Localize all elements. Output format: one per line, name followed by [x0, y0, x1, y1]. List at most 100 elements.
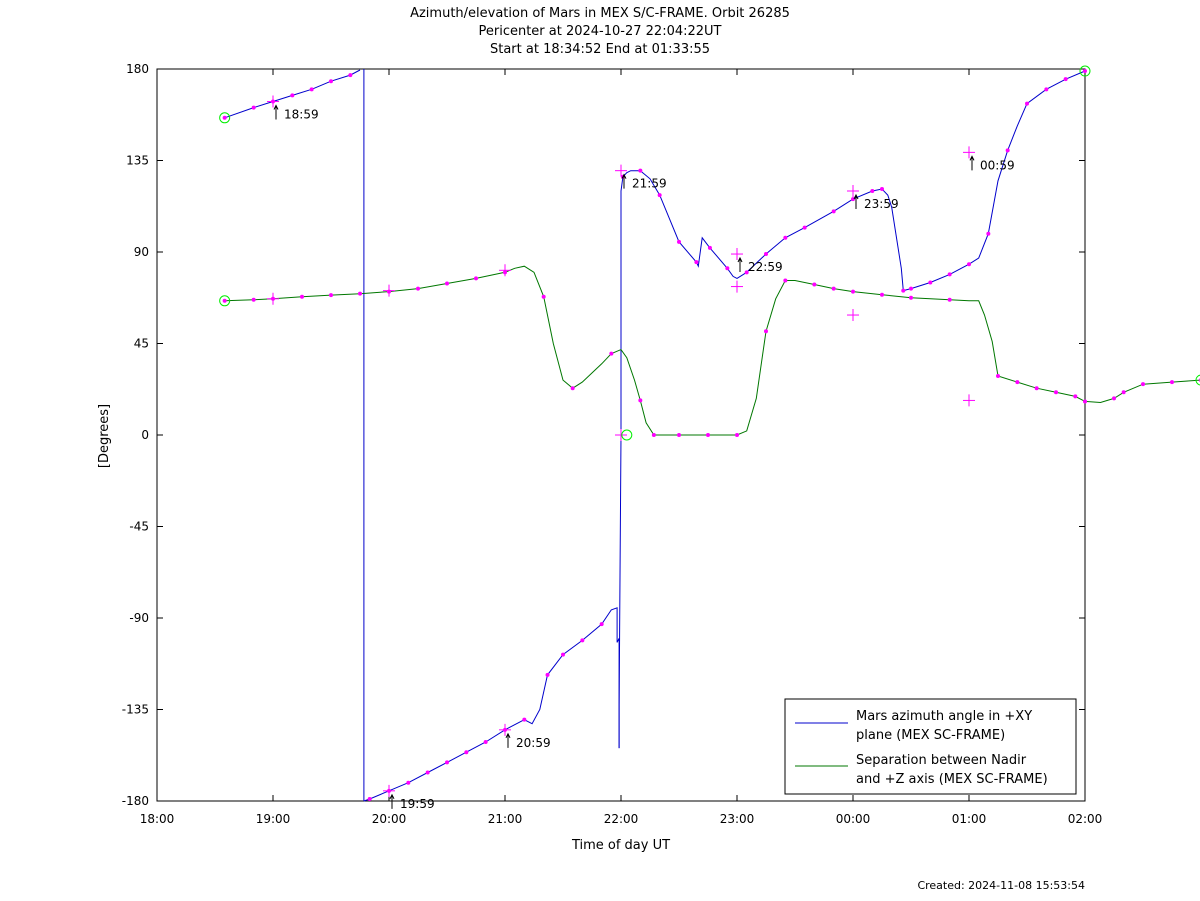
endpoint-circle-marker: [1079, 65, 1091, 77]
annotation-arrow-head: [969, 155, 975, 161]
y-tick-label: -90: [129, 611, 149, 625]
x-tick-label: 02:00: [1068, 812, 1103, 826]
data-point-marker: [764, 329, 768, 334]
x-tick-label: 01:00: [952, 812, 987, 826]
data-point-marker: [783, 278, 788, 283]
data-point-marker: [706, 433, 710, 437]
series-markers: [219, 65, 1200, 801]
legend-label-line: and +Z axis (MEX SC-FRAME): [856, 772, 1048, 787]
annotation-label: 00:59: [980, 158, 1015, 172]
annotation-arrow-head: [853, 193, 859, 200]
data-point-marker: [909, 295, 913, 300]
y-tick-label: 135: [126, 154, 149, 168]
data-point-marker: [1025, 101, 1029, 106]
data-point-marker: [599, 622, 604, 627]
data-point-marker: [1044, 87, 1049, 92]
y-tick-label: 180: [126, 62, 149, 76]
legend-label-separation: Separation between Nadir and +Z axis (MEX…: [856, 753, 1048, 787]
y-tick-label: -45: [129, 520, 149, 534]
annotation-label: 21:59: [632, 177, 667, 191]
annotation-label: 19:59: [400, 797, 435, 811]
data-point-marker: [541, 294, 546, 299]
series-lines: [224, 69, 1200, 802]
data-point-marker: [329, 79, 333, 84]
data-point-marker: [348, 73, 353, 78]
title-line: Pericenter at 2024-10-27 22:04:22UT: [478, 24, 721, 39]
legend-label-azimuth: Mars azimuth angle in +XY plane (MEX SC-F…: [856, 709, 1032, 743]
data-point-marker: [831, 286, 836, 291]
data-point-marker: [1141, 382, 1145, 387]
data-point-marker: [967, 262, 971, 267]
data-point-marker: [251, 297, 256, 302]
data-point-marker: [831, 209, 836, 214]
data-point-marker: [1083, 69, 1087, 74]
legend-label-line: Mars azimuth angle in +XY: [856, 709, 1032, 724]
data-point-marker: [802, 225, 807, 230]
x-tick-label: 00:00: [836, 812, 871, 826]
data-point-marker: [367, 796, 372, 801]
chart-title: Azimuth/elevation of Mars in MEX S/C-FRA…: [410, 6, 790, 57]
data-point-marker: [609, 351, 614, 356]
annotation-arrow-head: [273, 104, 279, 110]
data-point-marker: [580, 638, 585, 643]
data-point-marker: [309, 87, 314, 92]
data-point-marker: [901, 288, 906, 293]
data-point-marker: [290, 93, 295, 98]
data-point-marker: [1005, 148, 1010, 153]
data-point-marker: [947, 297, 952, 302]
data-point-marker: [744, 270, 749, 275]
x-axis-label: Time of day UT: [571, 838, 670, 853]
legend-box: [784, 698, 1077, 795]
data-point-marker: [222, 298, 227, 303]
data-point-marker: [1015, 380, 1020, 385]
data-point-marker: [694, 260, 699, 265]
time-annotations: 18:59 19:59 20:59 21:59 22:59 23:59 00:59: [273, 104, 1015, 811]
created-footer: Created: 2024-11-08 15:53:54: [917, 879, 1085, 892]
y-tick-label: 45: [134, 337, 149, 351]
legend-label-line: Separation between Nadir: [856, 753, 1027, 768]
data-point-marker: [445, 760, 449, 765]
data-point-marker: [474, 276, 478, 281]
data-point-marker: [406, 780, 411, 785]
data-point-marker: [783, 235, 788, 240]
title-line: Start at 18:34:52 End at 01:33:55: [490, 42, 710, 57]
x-tick-label: 23:00: [720, 812, 755, 826]
separation-series-line: [224, 265, 1200, 436]
data-point-marker: [812, 282, 817, 287]
data-point-marker: [1073, 394, 1078, 399]
data-point-marker: [222, 115, 227, 120]
data-point-marker: [329, 293, 333, 298]
data-point-marker: [483, 740, 488, 745]
x-tick-label: 19:00: [256, 812, 291, 826]
legend-label-line: plane (MEX SC-FRAME): [856, 728, 1005, 743]
annotation-label: 22:59: [748, 260, 783, 274]
data-point-marker: [1083, 399, 1087, 404]
data-point-marker: [735, 433, 739, 437]
axes: 18:00 19:00 20:00 21:00 22:00 23:00 00:00 01:00…: [122, 62, 1103, 826]
data-point-marker: [725, 266, 730, 271]
y-tick-label: -180: [122, 794, 149, 808]
azimuth-series-line: [618, 70, 1086, 749]
endpoint-circle-marker: [621, 429, 633, 441]
data-point-marker: [638, 168, 643, 173]
data-point-marker: [986, 231, 991, 236]
legend: Mars azimuth angle in +XY plane (MEX SC-F…: [784, 698, 1077, 795]
data-point-marker: [651, 433, 656, 437]
data-point-marker: [947, 272, 952, 277]
y-tick-label: -135: [122, 703, 149, 717]
data-point-marker: [928, 280, 933, 285]
data-point-marker: [996, 374, 1000, 379]
azimuth-series-line: [224, 69, 361, 119]
data-point-marker: [251, 105, 256, 110]
data-point-marker: [1112, 396, 1116, 401]
data-point-marker: [358, 291, 362, 296]
data-point-marker: [570, 386, 575, 391]
data-point-marker: [880, 292, 884, 297]
data-point-marker: [870, 189, 875, 193]
y-axis-label: [Degrees]: [97, 404, 112, 468]
data-point-marker: [909, 286, 913, 291]
data-point-marker: [677, 239, 681, 244]
endpoint-circle-marker: [219, 295, 231, 307]
data-point-marker: [851, 289, 855, 294]
x-tick-label: 22:00: [604, 812, 639, 826]
